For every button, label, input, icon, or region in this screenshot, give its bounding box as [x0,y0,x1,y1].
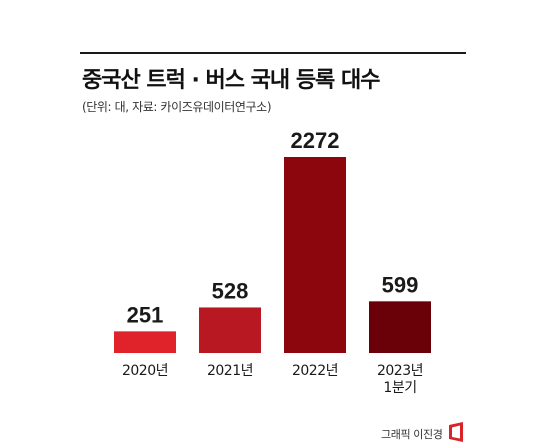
category-label-1-0: 2021년 [207,363,253,379]
publisher-logo-icon [449,422,463,442]
category-label-2-0: 2022년 [292,363,338,379]
value-label-3: 599 [382,272,419,297]
chart-title: 중국산 트럭 · 버스 국내 등록 대수 [82,68,380,93]
top-rule [80,52,466,54]
bar-3 [369,301,431,353]
value-label-1: 528 [212,278,249,303]
bar-2 [284,157,346,353]
bar-1 [199,307,261,353]
bar-0 [114,331,176,353]
value-label-0: 251 [127,302,164,327]
chart-subtitle: (단위: 대, 자료: 카이즈유데이터연구소) [82,100,272,114]
category-label-3-0: 2023년 [377,363,423,379]
value-label-2: 2272 [291,128,340,153]
graphic-credit: 그래픽 이진경 [381,428,443,441]
category-label-0-0: 2020년 [122,363,168,379]
category-label-3-1: 1분기 [383,380,416,396]
